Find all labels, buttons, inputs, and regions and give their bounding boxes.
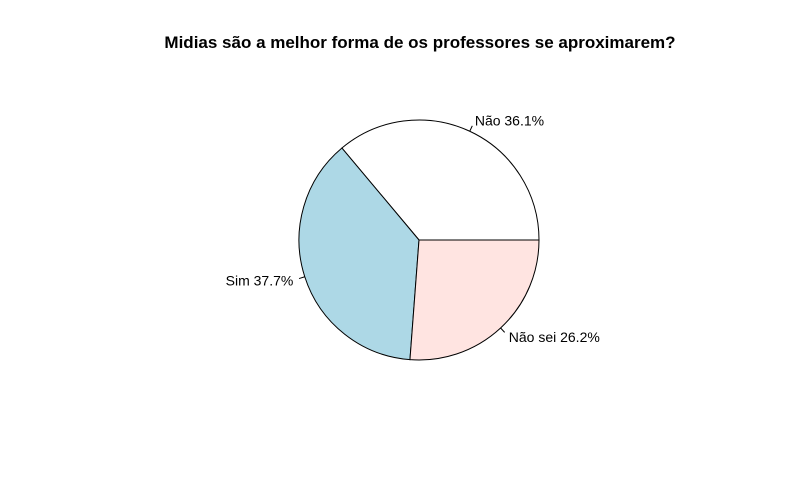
pie-labels: Não 36.1% Sim 37.7% Não sei 26.2% [226, 112, 600, 344]
leader-line-nao-sei [500, 327, 506, 333]
leader-line-sim [298, 276, 305, 280]
chart-title: Midias são a melhor forma de os professo… [164, 33, 675, 52]
slice-label-sim: Sim 37.7% [226, 272, 294, 288]
slice-label-nao: Não 36.1% [475, 112, 544, 128]
slice-label-nao-sei: Não sei 26.2% [509, 329, 600, 345]
pie-slices [298, 119, 540, 361]
leader-line-nao [469, 125, 473, 132]
